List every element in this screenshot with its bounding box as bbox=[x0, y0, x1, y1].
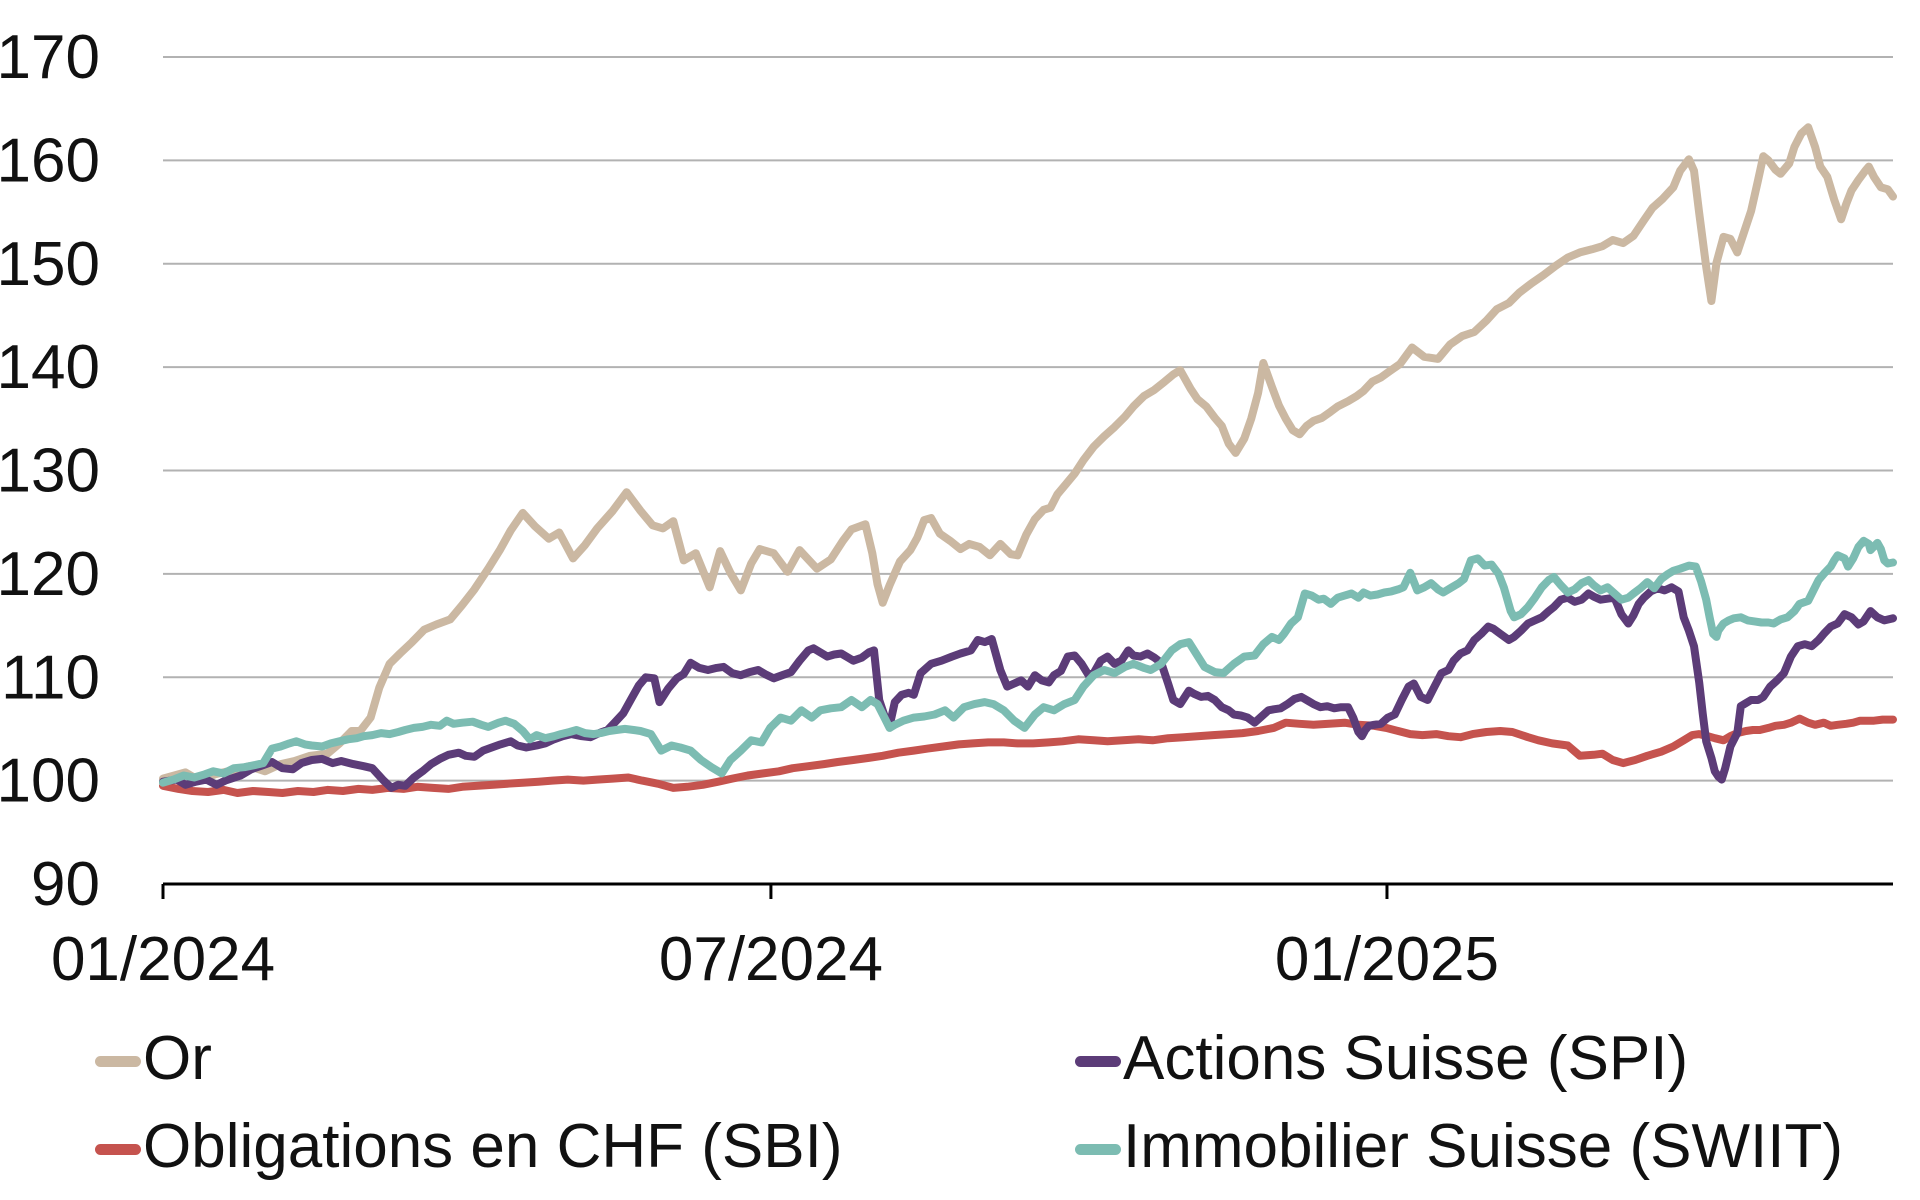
legend-swatch-immobilier-icon bbox=[1075, 1143, 1121, 1155]
legend-label-or: Or bbox=[143, 1024, 212, 1093]
series-line-3 bbox=[159, 536, 1897, 787]
legend-label-obligations: Obligations en CHF (SBI) bbox=[143, 1112, 843, 1181]
legend-swatch-or-icon bbox=[95, 1055, 141, 1067]
svg-text:01/2024: 01/2024 bbox=[51, 925, 275, 994]
svg-text:120: 120 bbox=[0, 540, 100, 609]
legend-label-actions-suisse: Actions Suisse (SPI) bbox=[1123, 1024, 1689, 1093]
legend-swatch-actions-suisse-icon bbox=[1075, 1055, 1121, 1067]
chart-legend: Or Actions Suisse (SPI) Obligations en C… bbox=[95, 1028, 1895, 1178]
legend-swatch-obligations-icon bbox=[95, 1143, 141, 1155]
svg-text:110: 110 bbox=[1, 643, 100, 712]
x-axis-labels: 01/2024 07/2024 01/2025 bbox=[51, 925, 1499, 994]
legend-label-immobilier: Immobilier Suisse (SWIIT) bbox=[1123, 1112, 1843, 1181]
svg-text:150: 150 bbox=[0, 230, 100, 299]
legend-item-obligations-chf-sbi: Obligations en CHF (SBI) bbox=[95, 1116, 1075, 1178]
svg-text:01/2025: 01/2025 bbox=[1275, 925, 1499, 994]
svg-text:90: 90 bbox=[31, 850, 100, 919]
series-line-2 bbox=[159, 583, 1897, 792]
legend-item-or: Or bbox=[95, 1028, 1075, 1090]
svg-text:140: 140 bbox=[0, 333, 100, 402]
legend-item-actions-suisse-spi: Actions Suisse (SPI) bbox=[1075, 1028, 1895, 1090]
legend-item-immobilier-suisse-swiit: Immobilier Suisse (SWIIT) bbox=[1075, 1116, 1895, 1178]
svg-text:07/2024: 07/2024 bbox=[659, 925, 883, 994]
series-line-1 bbox=[159, 714, 1897, 797]
svg-text:160: 160 bbox=[0, 126, 100, 195]
svg-text:100: 100 bbox=[0, 747, 100, 816]
series-line-0 bbox=[159, 123, 1897, 785]
y-gridlines bbox=[163, 56, 1893, 782]
x-axis bbox=[161, 882, 1893, 899]
svg-text:130: 130 bbox=[0, 437, 100, 506]
y-axis-labels: 170 160 150 140 130 120 110 100 90 bbox=[0, 23, 100, 919]
svg-text:170: 170 bbox=[0, 23, 100, 92]
